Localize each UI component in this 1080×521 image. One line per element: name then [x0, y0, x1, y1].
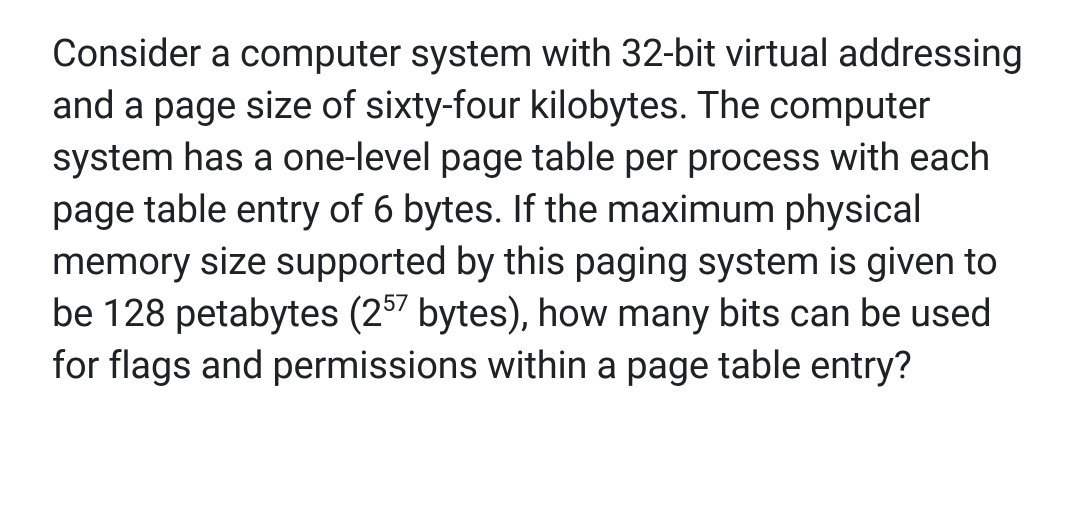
question-exponent: 57	[382, 289, 408, 317]
question-paragraph: Consider a computer system with 32-bit v…	[52, 28, 1040, 392]
question-text-pre: Consider a computer system with 32-bit v…	[52, 32, 1023, 336]
